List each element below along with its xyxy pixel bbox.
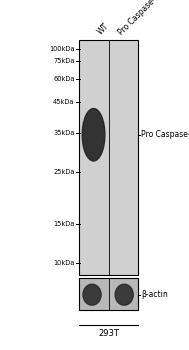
Text: 75kDa: 75kDa <box>53 58 75 64</box>
Text: 293T: 293T <box>98 329 119 338</box>
Text: 100kDa: 100kDa <box>49 46 75 52</box>
Text: WT: WT <box>95 22 110 37</box>
Text: 15kDa: 15kDa <box>53 221 75 227</box>
Text: 10kDa: 10kDa <box>53 260 75 266</box>
Text: 60kDa: 60kDa <box>53 76 75 82</box>
Text: 45kDa: 45kDa <box>53 98 75 105</box>
Text: 25kDa: 25kDa <box>53 168 75 175</box>
Ellipse shape <box>82 108 105 161</box>
Ellipse shape <box>115 284 133 305</box>
Bar <box>79 278 138 310</box>
Text: β-actin: β-actin <box>141 290 168 299</box>
Text: Pro Caspase-3: Pro Caspase-3 <box>141 130 189 139</box>
Text: 35kDa: 35kDa <box>53 130 75 136</box>
Text: Pro Caspase-3 KO: Pro Caspase-3 KO <box>116 0 170 37</box>
Ellipse shape <box>83 284 101 305</box>
Bar <box>79 40 138 275</box>
